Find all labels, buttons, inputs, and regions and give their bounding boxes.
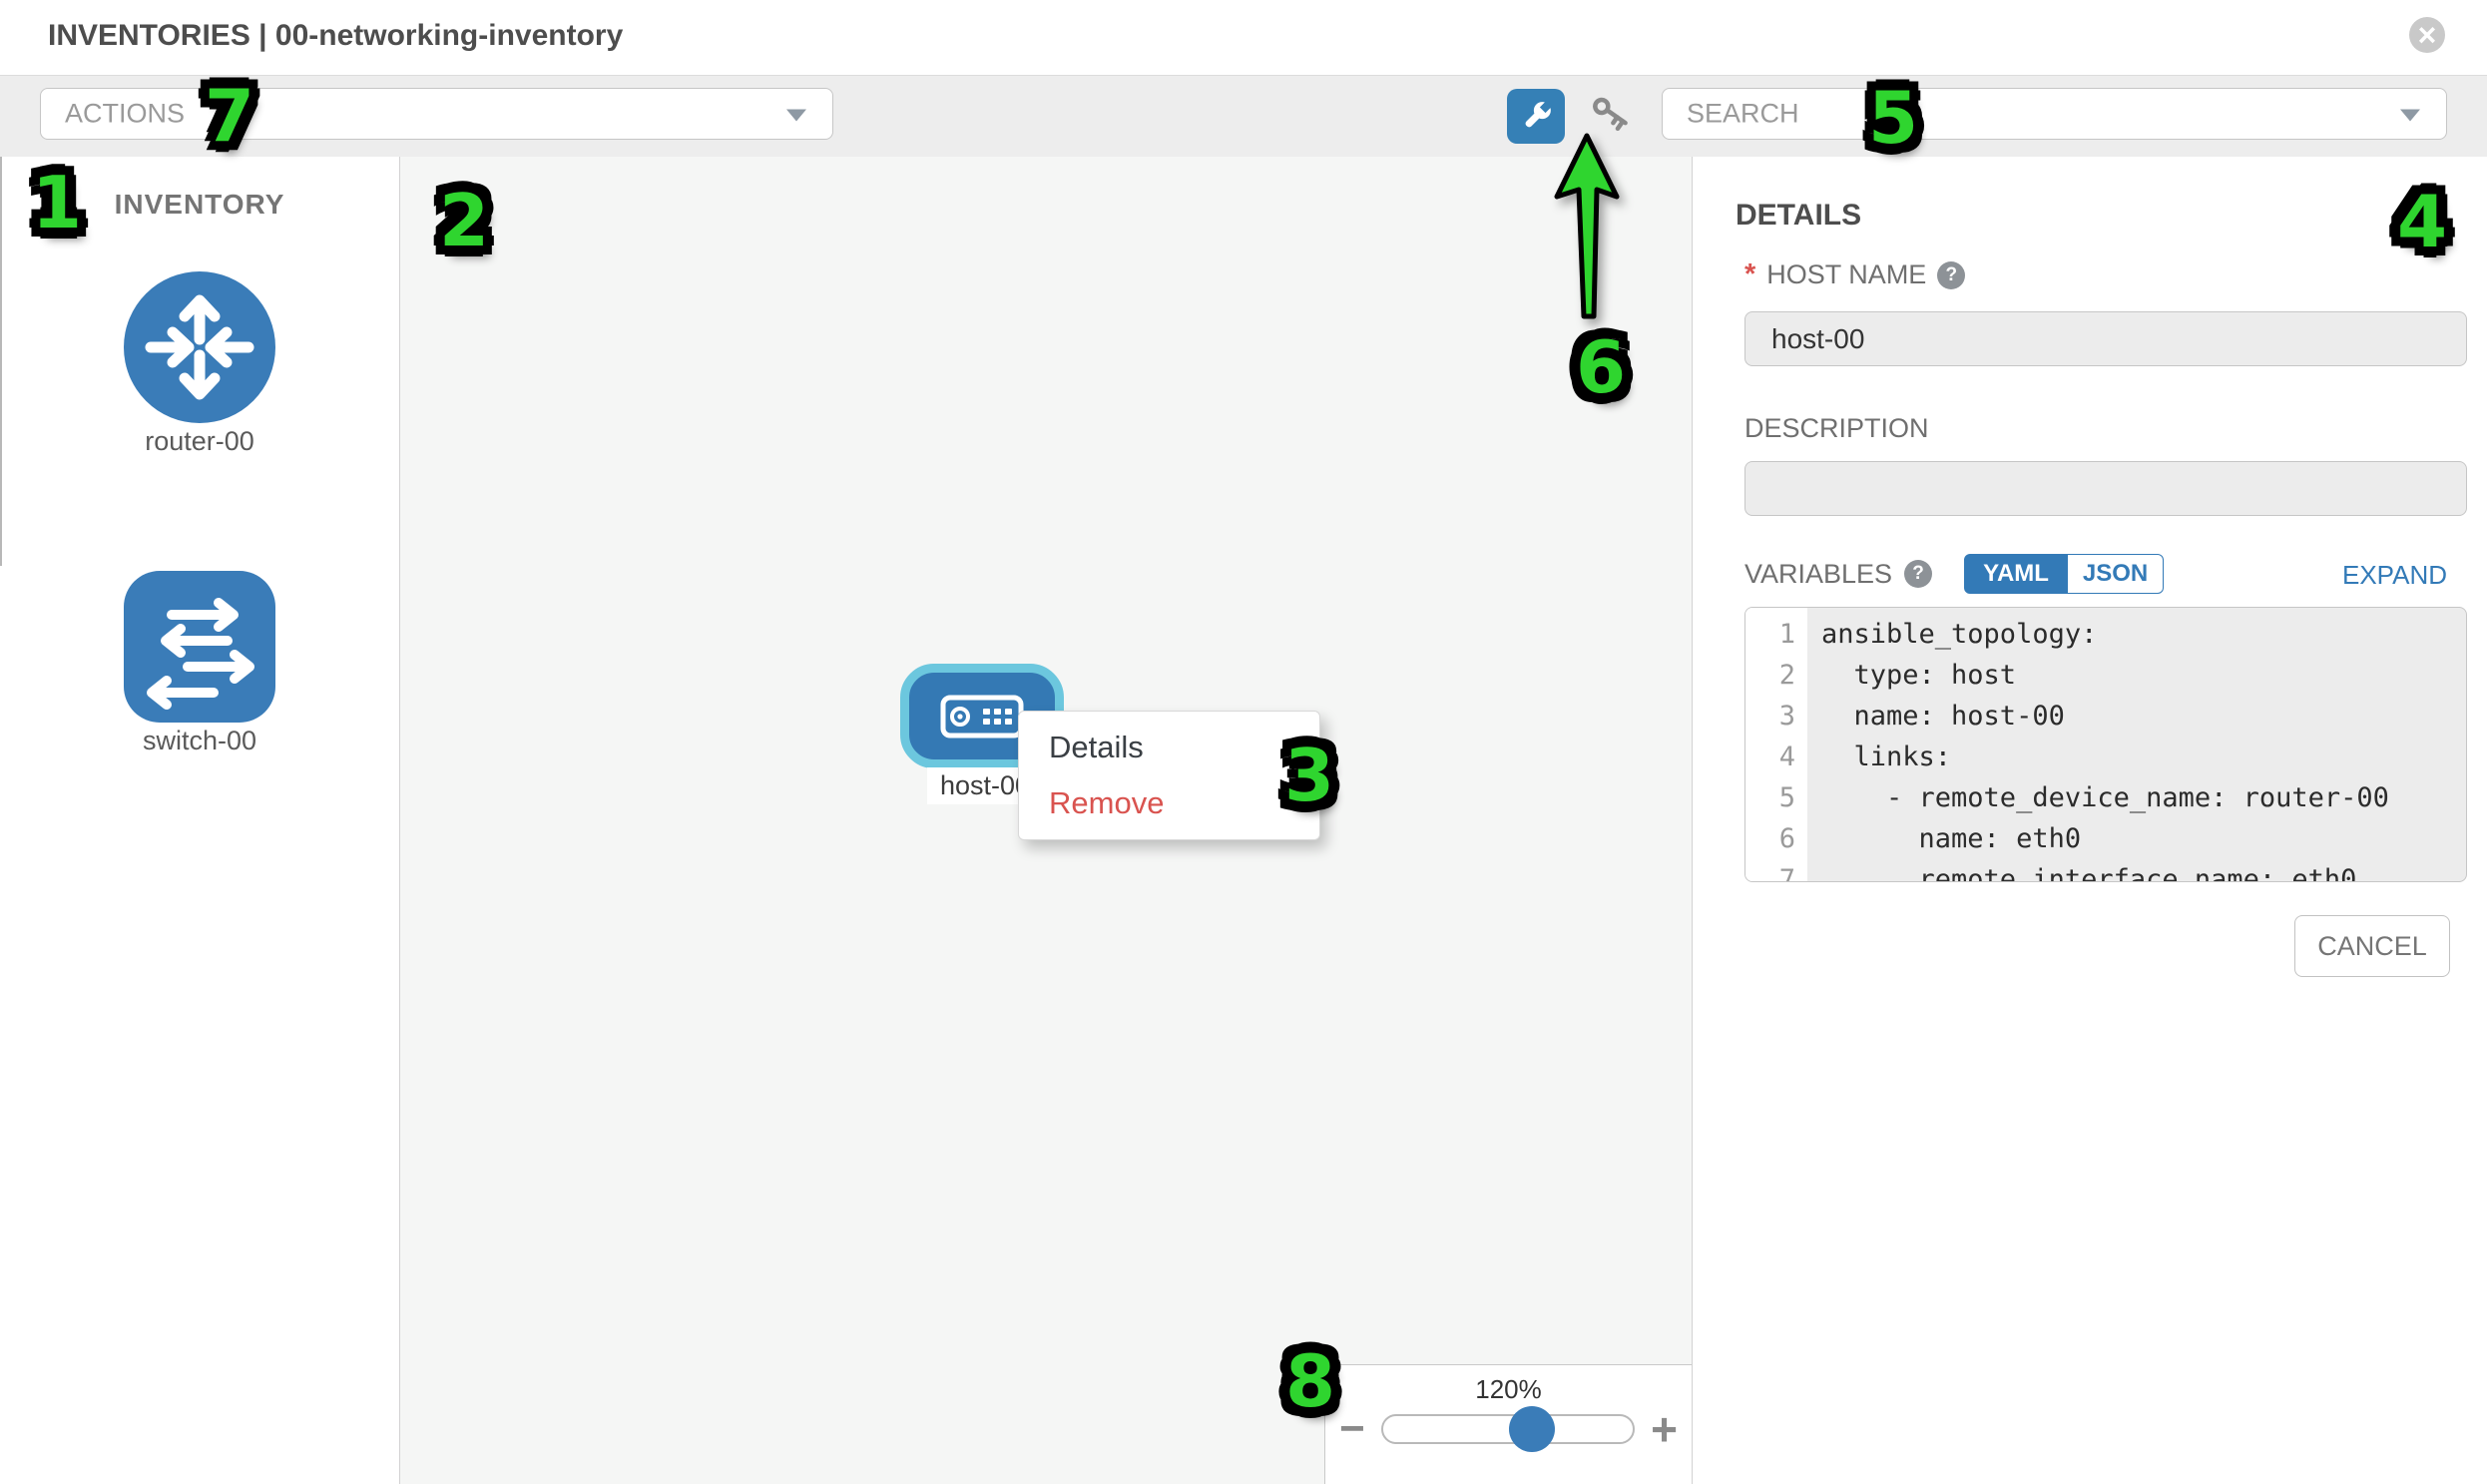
- annotation-6: 6: [1575, 325, 1627, 409]
- details-panel: DETAILS * HOST NAME ? DESCRIPTION VARIAB…: [1692, 157, 2487, 1484]
- toolbar: ACTIONS SEARCH: [0, 76, 2487, 158]
- topology-canvas[interactable]: host-00 Details Remove 120% − +: [400, 157, 1693, 1484]
- code-lines: 1 ansible_topology: 2 type: host 3 name:…: [1745, 608, 2466, 882]
- page-title: INVENTORIES | 00-networking-inventory: [48, 19, 624, 52]
- sidebar-item-switch-00[interactable]: [124, 571, 275, 723]
- actions-dropdown[interactable]: ACTIONS: [40, 88, 833, 140]
- code-line: 3 name: host-00: [1745, 696, 2466, 737]
- code-line: 4 links:: [1745, 737, 2466, 777]
- header: INVENTORIES | 00-networking-inventory ×: [0, 0, 2487, 76]
- details-title: DETAILS: [1736, 199, 1862, 232]
- sidebar-title: INVENTORY: [114, 189, 285, 220]
- annotation-arrow-icon: [1554, 133, 1620, 319]
- variables-row: VARIABLES ? YAML JSON: [1744, 554, 2165, 594]
- search-dropdown[interactable]: SEARCH: [1662, 88, 2447, 140]
- line-number: 5: [1778, 782, 1795, 813]
- device-label: switch-00: [142, 726, 257, 755]
- host-name-label: HOST NAME: [1766, 259, 1927, 289]
- line-text: type: host: [1821, 660, 2017, 691]
- annotation-3: 3: [1283, 734, 1335, 817]
- description-label-row: DESCRIPTION: [1744, 413, 1929, 444]
- line-number: 2: [1778, 660, 1795, 691]
- host-name-label-row: * HOST NAME ?: [1744, 258, 1966, 291]
- device-label: router-00: [145, 426, 254, 456]
- variables-format-toggle: YAML JSON: [1964, 554, 2165, 594]
- line-number: 6: [1778, 823, 1795, 854]
- code-line: 7 remote_interface_name: eth0: [1745, 859, 2466, 882]
- annotation-2: 2: [438, 179, 490, 262]
- line-text: - remote_device_name: router-00: [1821, 782, 2389, 813]
- line-number: 3: [1778, 701, 1795, 732]
- chevron-down-icon: [2400, 109, 2420, 122]
- search-label: SEARCH: [1687, 98, 1799, 129]
- line-text: links:: [1821, 742, 1952, 772]
- code-line: 6 name: eth0: [1745, 818, 2466, 859]
- annotation-5: 5: [1867, 76, 1919, 160]
- toolbar-tools-button[interactable]: [1507, 89, 1565, 144]
- line-text: name: eth0: [1821, 823, 2082, 854]
- context-menu-item-remove[interactable]: Remove: [1049, 785, 1165, 820]
- help-icon[interactable]: ?: [1937, 260, 1966, 289]
- inventory-sidebar: INVENTORY router-00: [0, 157, 400, 1484]
- toggle-json[interactable]: JSON: [2068, 554, 2165, 594]
- close-button[interactable]: ×: [2409, 17, 2445, 53]
- wrench-icon: [1525, 99, 1553, 127]
- line-text: ansible_topology:: [1821, 619, 2098, 650]
- annotation-7: 7: [204, 74, 255, 158]
- actions-dropdown-label: ACTIONS: [65, 98, 186, 129]
- toolbar-key-button[interactable]: [1583, 95, 1629, 141]
- variables-label: VARIABLES: [1744, 558, 1893, 589]
- context-menu-item-details[interactable]: Details: [1049, 730, 1144, 764]
- host-name-field[interactable]: [1744, 311, 2467, 366]
- zoom-percent-label: 120%: [1475, 1374, 1542, 1404]
- zoom-out-button[interactable]: −: [1339, 1403, 1365, 1453]
- cancel-button[interactable]: CANCEL: [2294, 915, 2450, 977]
- description-label: DESCRIPTION: [1744, 413, 1929, 443]
- line-number: 4: [1778, 742, 1795, 772]
- sidebar-item-router-00[interactable]: [124, 271, 275, 423]
- toggle-yaml[interactable]: YAML: [1964, 554, 2069, 594]
- zoom-slider-track[interactable]: [1380, 1406, 1636, 1453]
- line-text: remote_interface_name: eth0: [1821, 864, 2357, 882]
- required-marker: *: [1744, 258, 1756, 290]
- variables-code-editor[interactable]: 1 ansible_topology: 2 type: host 3 name:…: [1744, 607, 2467, 882]
- close-icon: ×: [2417, 17, 2437, 53]
- code-line: 1 ansible_topology:: [1745, 614, 2466, 655]
- expand-link[interactable]: EXPAND: [2342, 560, 2447, 590]
- code-line: 2 type: host: [1745, 655, 2466, 696]
- annotation-1: 1: [31, 161, 83, 245]
- zoom-control: 120% − +: [1324, 1364, 1693, 1484]
- zoom-in-button[interactable]: +: [1651, 1403, 1678, 1455]
- annotation-8: 8: [1284, 1339, 1336, 1423]
- code-line: 5 - remote_device_name: router-00: [1745, 777, 2466, 818]
- line-number: 1: [1778, 619, 1795, 650]
- description-field[interactable]: [1744, 461, 2467, 516]
- router-icon: [145, 294, 254, 400]
- line-text: name: host-00: [1821, 701, 2065, 732]
- zoom-slider-thumb[interactable]: [1508, 1406, 1555, 1453]
- node-context-menu: Details Remove: [1018, 711, 1320, 840]
- chevron-down-icon: [786, 109, 806, 122]
- help-icon[interactable]: ?: [1904, 560, 1933, 588]
- line-number: 7: [1778, 864, 1795, 882]
- switch-icon: [147, 598, 254, 710]
- key-icon: [1593, 97, 1628, 132]
- annotation-4: 4: [2396, 180, 2448, 263]
- host-server-icon: [940, 695, 1024, 738]
